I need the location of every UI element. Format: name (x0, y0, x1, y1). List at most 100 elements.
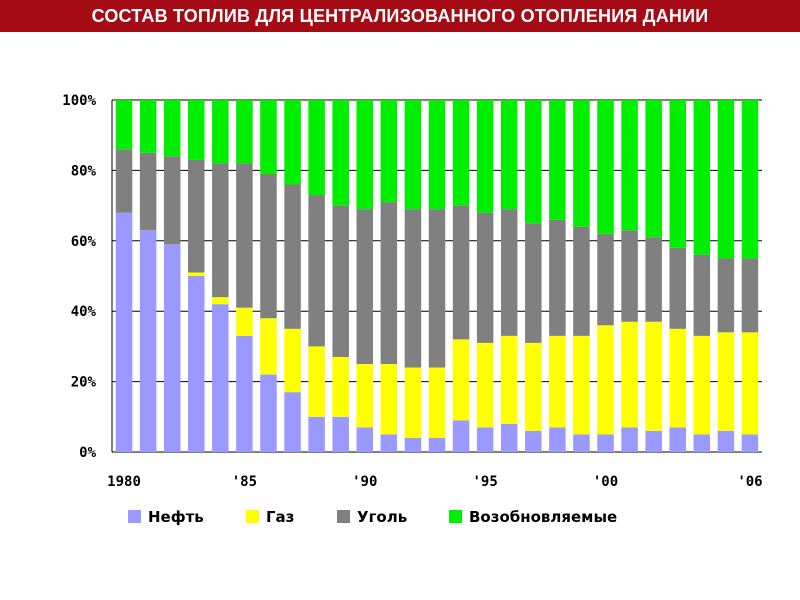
bar-segment-renewables (163, 100, 181, 157)
bar-segment-coal (356, 209, 374, 364)
bar-segment-oil (188, 276, 205, 452)
bar-segment-coal (115, 149, 133, 213)
bar-segment-renewables (717, 100, 735, 259)
bar-segment-coal (284, 184, 301, 329)
bar-segment-renewables (476, 100, 494, 213)
bar-segment-oil (139, 230, 157, 452)
bar-segment-oil (525, 430, 542, 452)
bar-segment-coal (621, 230, 638, 322)
bar-segment-coal (428, 209, 446, 368)
bar-segment-renewables (741, 100, 759, 259)
bar-segment-oil (597, 434, 614, 452)
bar-segment-coal (525, 223, 542, 343)
y-tick-label: 0% (79, 445, 96, 461)
bar-segment-oil (500, 423, 518, 452)
bar-segment-renewables (500, 100, 518, 210)
bar-segment-coal (452, 205, 470, 340)
bar-segment-renewables (332, 100, 349, 206)
bar-segment-coal (332, 205, 349, 357)
bar-segment-gas (573, 335, 590, 435)
bar-segment-coal (404, 209, 422, 368)
x-tick-label: '95 (472, 474, 497, 490)
legend-swatch-oil (128, 510, 141, 523)
legend-swatch-renewables (449, 510, 462, 523)
bar-segment-gas (356, 364, 374, 428)
y-tick-label: 100% (62, 93, 96, 109)
bar-segment-coal (139, 152, 157, 231)
bar-segment-gas (549, 335, 566, 428)
bar-segment-renewables (549, 100, 566, 220)
bar-segment-oil (573, 434, 590, 452)
page-title: СОСТАВ ТОПЛИВ ДЛЯ ЦЕНТРАЛИЗОВАННОГО ОТОП… (91, 5, 709, 26)
bar-segment-gas (284, 328, 301, 393)
bar-segment-coal (260, 173, 277, 319)
bar-segment-renewables (669, 100, 686, 248)
bar-segment-renewables (621, 100, 638, 231)
bar-segment-coal (645, 237, 662, 322)
bar-segment-gas (741, 332, 759, 435)
bar-segment-oil (308, 416, 325, 452)
bar-segment-oil (476, 427, 494, 452)
bar-segment-renewables (212, 100, 229, 164)
bar-segment-gas (452, 339, 470, 421)
bar-segment-gas (212, 297, 229, 305)
y-tick-label: 80% (71, 163, 97, 179)
bar-segment-renewables (139, 100, 157, 153)
bar-segment-gas (645, 321, 662, 431)
bar-segment-gas (188, 272, 205, 276)
bar-segment-coal (380, 202, 398, 364)
bar-segment-oil (669, 427, 686, 452)
bar-segment-coal (236, 163, 253, 308)
bar-segment-coal (500, 209, 518, 336)
bar-segment-oil (404, 437, 422, 452)
legend-label: Возобновляемые (469, 508, 617, 526)
bar-segment-gas (380, 364, 398, 435)
bar-segment-coal (308, 195, 325, 347)
bar-segment-coal (741, 258, 759, 333)
bar-segment-oil (236, 335, 253, 452)
bar-segment-coal (717, 258, 735, 333)
bar-segment-oil (356, 427, 374, 452)
bar-segment-gas (669, 328, 686, 428)
bar-segment-renewables (452, 100, 470, 206)
bar-segment-gas (717, 332, 735, 431)
bar-segment-oil (284, 392, 301, 452)
legend-swatch-coal (337, 510, 350, 523)
bar-segment-gas (404, 367, 422, 438)
bar-segment-oil (549, 427, 566, 452)
bar-segment-oil (645, 430, 662, 452)
x-tick-label: '06 (737, 474, 762, 490)
bar-segment-coal (669, 247, 686, 329)
bar-segment-renewables (597, 100, 614, 234)
x-tick-label: 1980 (107, 474, 141, 490)
bar-segment-gas (597, 325, 614, 435)
y-tick-label: 40% (71, 304, 97, 320)
bar-segment-gas (308, 346, 325, 417)
bar-segment-gas (525, 342, 542, 431)
bar-segment-gas (476, 342, 494, 428)
bar-segment-gas (260, 318, 277, 375)
bar-segment-coal (573, 226, 590, 336)
bar-segment-gas (236, 307, 253, 336)
bar-segment-oil (380, 434, 398, 452)
bar-segment-oil (717, 430, 735, 452)
bar-segment-renewables (284, 100, 301, 185)
bar-segment-gas (621, 321, 638, 428)
bar-segment-renewables (404, 100, 422, 210)
bar-segment-oil (693, 434, 711, 452)
legend-label: Нефть (148, 508, 204, 526)
bar-segment-coal (163, 156, 181, 245)
bar-segment-oil (260, 374, 277, 452)
legend-swatch-gas (246, 510, 259, 523)
bar-segment-renewables (380, 100, 398, 203)
bar-segment-oil (428, 437, 446, 452)
bar-segment-renewables (260, 100, 277, 174)
bar-segment-renewables (236, 100, 253, 164)
bar-segment-renewables (356, 100, 374, 210)
bar-segment-renewables (693, 100, 711, 255)
bar-segment-coal (693, 254, 711, 336)
bar-segment-oil (212, 304, 229, 452)
legend-label: Газ (266, 508, 294, 526)
bar-segment-renewables (308, 100, 325, 196)
